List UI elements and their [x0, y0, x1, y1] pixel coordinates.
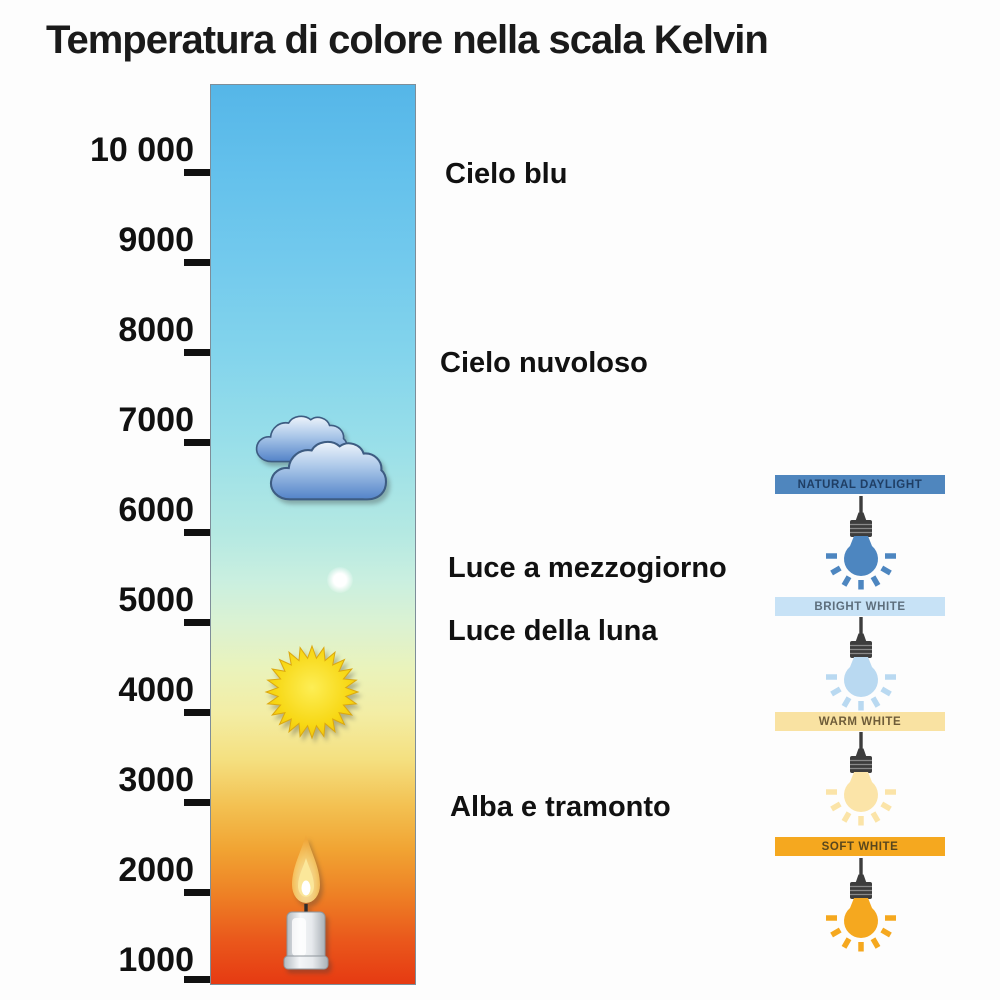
- scale-tick-label: 8000: [118, 311, 194, 349]
- scale-tick: [184, 529, 210, 536]
- bulb-icon: [811, 732, 911, 827]
- scale-tick: [184, 439, 210, 446]
- annotation-alba-e-tramonto: Alba e tramonto: [450, 791, 671, 823]
- scale-tick-label: 6000: [118, 491, 194, 529]
- scale-tick: [184, 619, 210, 626]
- scale-tick: [184, 799, 210, 806]
- scale-tick-label: 10 000: [90, 131, 194, 169]
- scale-tick-label: 1000: [118, 941, 194, 979]
- scale-tick-label: 2000: [118, 851, 194, 889]
- bulb-panel-banner: NATURAL DAYLIGHT: [775, 475, 945, 494]
- scale-tick: [184, 709, 210, 716]
- scale-tick: [184, 169, 210, 176]
- scale-tick: [184, 889, 210, 896]
- bulb-icon: [811, 858, 911, 953]
- bulb-panel-banner: SOFT WHITE: [775, 837, 945, 856]
- sun-icon: [264, 644, 360, 740]
- bulb-icon: [811, 617, 911, 712]
- moon-dot-icon: [327, 567, 353, 593]
- bulb-panel-banner: WARM WHITE: [775, 712, 945, 731]
- bulb-icon: [811, 496, 911, 591]
- scale-tick-label: 7000: [118, 401, 194, 439]
- clouds-icon: [255, 415, 388, 501]
- scale-tick: [184, 349, 210, 356]
- candle-icon: [283, 835, 329, 970]
- annotation-cielo-blu: Cielo blu: [445, 158, 568, 190]
- scale-tick-label: 3000: [118, 761, 194, 799]
- scale-tick-label: 4000: [118, 671, 194, 709]
- page-title: Temperatura di colore nella scala Kelvin: [46, 18, 769, 62]
- scale-tick: [184, 976, 210, 983]
- scale-tick: [184, 259, 210, 266]
- kelvin-gradient-bar: [210, 84, 416, 985]
- annotation-cielo-nuvoloso: Cielo nuvoloso: [440, 347, 648, 379]
- annotation-luce-a-mezzogiorno: Luce a mezzogiorno: [448, 552, 727, 584]
- annotation-luce-della-luna: Luce della luna: [448, 615, 658, 647]
- scale-tick-label: 9000: [118, 221, 194, 259]
- bulb-panel-banner: BRIGHT WHITE: [775, 597, 945, 616]
- scale-tick-label: 5000: [118, 581, 194, 619]
